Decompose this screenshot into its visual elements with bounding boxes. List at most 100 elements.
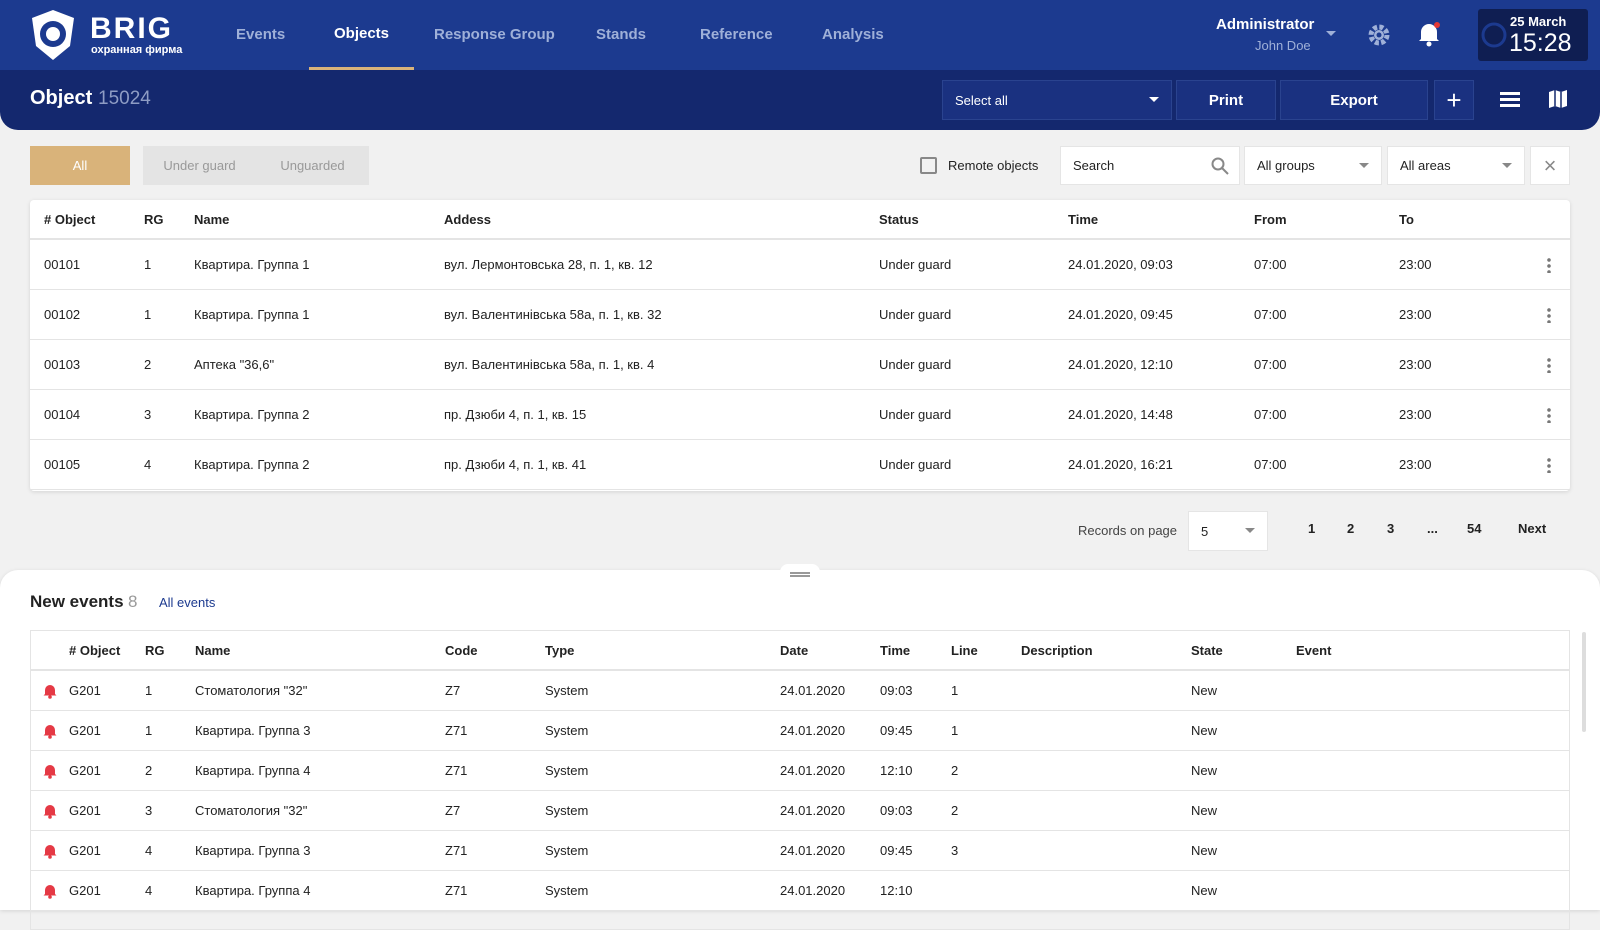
column-header: Time bbox=[880, 643, 911, 658]
groups-label: All groups bbox=[1257, 158, 1315, 173]
table-cell: New bbox=[1191, 683, 1218, 698]
remote-checkbox[interactable] bbox=[920, 157, 937, 174]
user-caret[interactable] bbox=[1326, 31, 1336, 41]
all-events-link[interactable]: All events bbox=[159, 595, 216, 610]
row-menu[interactable] bbox=[1547, 407, 1551, 423]
table-header: # Object RG Name Code Type Date Time Line Descri… bbox=[31, 631, 1569, 671]
clear-filters[interactable]: × bbox=[1530, 146, 1570, 185]
table-cell: 23:00 bbox=[1399, 307, 1432, 322]
column-header: To bbox=[1399, 212, 1414, 227]
top-nav: BRIG охранная фирма Administrator John D… bbox=[0, 0, 1600, 70]
table-cell: Z7 bbox=[445, 803, 461, 818]
column-header: # Object bbox=[44, 212, 96, 227]
table-cell: 24.01.2020, 16:21 bbox=[1068, 457, 1173, 472]
nav-item[interactable]: Analysis bbox=[822, 26, 884, 43]
row-menu[interactable] bbox=[1547, 307, 1551, 323]
table-cell: 23:00 bbox=[1399, 257, 1432, 272]
table-cell: 1 bbox=[951, 723, 959, 738]
table-cell: 12:10 bbox=[880, 763, 913, 778]
column-header: Line bbox=[951, 643, 978, 658]
resize-handle[interactable] bbox=[780, 564, 820, 582]
table-cell: 1 bbox=[951, 683, 959, 698]
filter-tab[interactable]: Unguarded bbox=[256, 146, 369, 185]
row-menu[interactable] bbox=[1547, 357, 1551, 373]
table-cell: Under guard bbox=[879, 257, 952, 272]
map-view-icon[interactable] bbox=[1548, 89, 1568, 109]
table-cell: 24.01.2020 bbox=[780, 683, 846, 698]
areas-dropdown[interactable]: All areas bbox=[1387, 146, 1525, 185]
caret bbox=[1245, 528, 1255, 538]
next-page[interactable]: Next bbox=[1518, 521, 1547, 536]
table-cell: Z71 bbox=[445, 883, 468, 898]
row-menu[interactable] bbox=[1547, 457, 1551, 473]
table-cell: System bbox=[545, 843, 589, 858]
table-cell: 4 bbox=[145, 843, 153, 858]
table-cell: 09:03 bbox=[880, 803, 913, 818]
table-cell: 07:00 bbox=[1254, 357, 1287, 372]
brand-sub: охранная фирма bbox=[91, 44, 183, 56]
table-row[interactable]: 00104 3 Квартира. Группа 2 пр. Дзюби 4, п. … bbox=[30, 390, 1570, 440]
table-row[interactable]: G201 3 Стоматология "32" Z7 System 24.01.2020… bbox=[31, 791, 1569, 831]
settings-icon[interactable] bbox=[1368, 24, 1390, 46]
filter-tab[interactable]: Under guard bbox=[143, 146, 256, 185]
table-row[interactable]: 00103 2 Аптека "36,6" вул. Валентинівська 5… bbox=[30, 340, 1570, 390]
table-cell: пр. Дзюби 4, п. 1, кв. 41 bbox=[444, 457, 587, 472]
table-cell: G201 bbox=[69, 683, 101, 698]
user-role[interactable]: Administrator bbox=[1216, 16, 1315, 33]
page-link[interactable]: 54 bbox=[1467, 521, 1482, 536]
column-header: Time bbox=[1068, 212, 1099, 227]
column-header: Description bbox=[1021, 643, 1093, 658]
nav-item[interactable]: Response Group bbox=[434, 26, 555, 43]
nav-item[interactable]: Events bbox=[236, 26, 286, 43]
table-cell: вул. Валентинівська 58а, п. 1, кв. 4 bbox=[444, 357, 655, 372]
page-link[interactable]: ... bbox=[1427, 521, 1438, 536]
page-link[interactable]: 3 bbox=[1387, 521, 1395, 536]
table-cell: Квартира. Группа 3 bbox=[195, 843, 311, 858]
page-link[interactable]: 1 bbox=[1308, 521, 1316, 536]
table-cell: G201 bbox=[69, 883, 101, 898]
table-row[interactable]: G201 1 Квартира. Группа 3 Z71 System 24.01.20… bbox=[31, 711, 1569, 751]
add-button[interactable]: + bbox=[1434, 80, 1474, 120]
table-cell: Under guard bbox=[879, 307, 952, 322]
filter-tab[interactable]: All bbox=[30, 146, 130, 185]
table-cell: вул. Лермонтовська 28, п. 1, кв. 12 bbox=[444, 257, 653, 272]
remote-label: Remote objects bbox=[948, 158, 1039, 173]
nav-item[interactable]: Objects bbox=[309, 0, 415, 70]
table-cell: 3 bbox=[144, 407, 152, 422]
events-table: # Object RG Name Code Type Date Time Line Descri… bbox=[30, 630, 1570, 930]
select-dropdown[interactable]: Select all bbox=[942, 80, 1172, 120]
table-row[interactable]: G201 4 Квартира. Группа 4 Z71 System 24.01.20… bbox=[31, 871, 1569, 911]
table-row[interactable]: G201 2 Квартира. Группа 4 Z71 System 24.01.20… bbox=[31, 751, 1569, 791]
print-button[interactable]: Print bbox=[1176, 80, 1276, 120]
nav-item[interactable]: Reference bbox=[700, 26, 773, 43]
table-row[interactable]: G201 4 Квартира. Группа 3 Z71 System 24.01.20… bbox=[31, 831, 1569, 871]
events-count: 8 bbox=[128, 592, 138, 611]
search-input[interactable]: Search bbox=[1060, 146, 1240, 185]
per-page-dropdown[interactable]: 5 bbox=[1188, 511, 1268, 551]
table-cell: 00104 bbox=[44, 407, 81, 422]
table-cell: System bbox=[545, 763, 589, 778]
row-menu[interactable] bbox=[1547, 257, 1551, 273]
table-row[interactable]: G201 1 Стоматология "32" Z7 System 24.01.2020… bbox=[31, 671, 1569, 711]
handle-lines bbox=[790, 572, 810, 577]
table-row[interactable]: 00102 1 Квартира. Группа 1 вул. Валентинівс… bbox=[30, 290, 1570, 340]
caret bbox=[1149, 97, 1159, 107]
table-cell: 3 bbox=[951, 843, 959, 858]
caret bbox=[1359, 163, 1369, 173]
list-view-icon[interactable] bbox=[1500, 91, 1520, 109]
notifications-icon[interactable] bbox=[1417, 20, 1441, 48]
export-button[interactable]: Export bbox=[1280, 80, 1428, 120]
groups-dropdown[interactable]: All groups bbox=[1244, 146, 1382, 185]
table-cell: 24.01.2020 bbox=[780, 803, 846, 818]
page-link[interactable]: 2 bbox=[1347, 521, 1355, 536]
search-icon bbox=[1211, 157, 1229, 175]
table-row[interactable]: 00101 1 Квартира. Группа 1 вул. Лермонтовсь… bbox=[30, 240, 1570, 290]
table-row[interactable]: 00105 4 Квартира. Группа 2 пр. Дзюби 4, п. … bbox=[30, 440, 1570, 490]
table-cell: 3 bbox=[145, 803, 153, 818]
brand: BRIG bbox=[90, 12, 173, 45]
column-header: Event bbox=[1296, 643, 1332, 658]
table-cell: G201 bbox=[69, 763, 101, 778]
table-cell: 2 bbox=[951, 803, 959, 818]
alarm-icon bbox=[43, 765, 57, 779]
nav-item[interactable]: Stands bbox=[596, 26, 647, 43]
